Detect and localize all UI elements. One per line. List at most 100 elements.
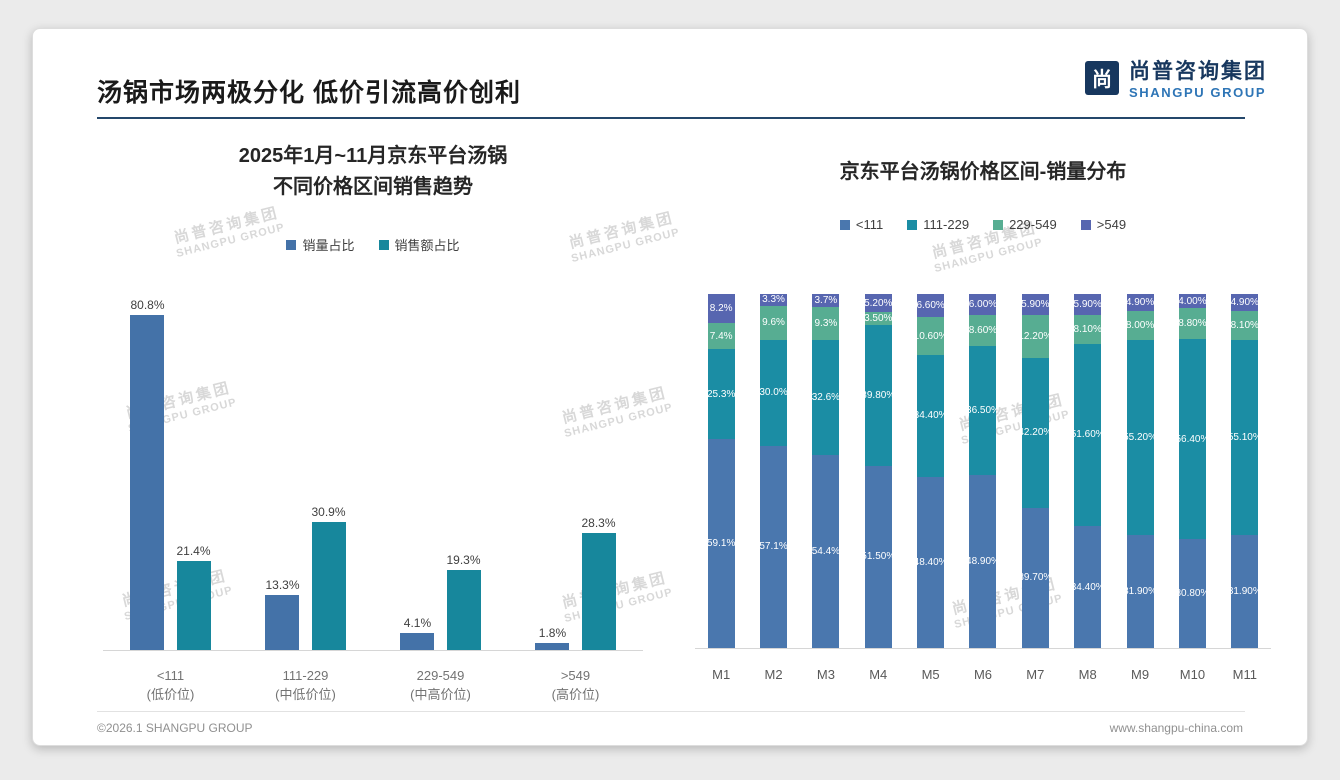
stack-segment: 3.50% (864, 312, 892, 325)
left-chart-title-line1: 2025年1月~11月京东平台汤锅 (238, 145, 508, 167)
stacked-bar: 3.7% 9.3% 32.6% 54.4% (812, 294, 840, 648)
bar-value-label: 13.3% (265, 577, 300, 592)
stacked-bar-column: 6.00%8.60%36.50%48.90% (957, 294, 1009, 648)
stack-segment: 3.3% (760, 294, 788, 306)
stack-segment: 51.50% (864, 465, 892, 648)
bar-with-label: 13.3% (265, 577, 300, 650)
stack-segment: 8.00% (1126, 311, 1154, 340)
right-chart-category-axis: M1 M2 M3 M4 M5 M6 M7 M8 M9 M10 M11 (695, 657, 1271, 682)
category-label-tier: (中低价位) (275, 686, 336, 702)
stack-segment: 57.1% (760, 445, 788, 648)
stacked-bar-column: 3.3% 9.6% 30.0% 57.1% (747, 294, 799, 648)
watermark-en: SHANGPU GROUP (933, 236, 1045, 275)
category-label: <111 (低价位) (103, 659, 238, 705)
legend-swatch (286, 239, 297, 250)
month-label: M8 (1078, 667, 1097, 682)
bar (446, 569, 481, 650)
bar-group: 80.8% 21.4% (103, 298, 238, 650)
bar (581, 532, 616, 650)
left-chart-title-line2: 不同价格区间销售趋势 (273, 176, 473, 198)
bar-with-label: 1.8% (535, 625, 570, 650)
stack-segment: 9.6% (760, 305, 788, 340)
stacked-bar-column: 6.60%10.60%34.40%48.40% (904, 294, 956, 648)
month-label: M7 (1026, 667, 1045, 682)
stacked-bar: 5.20%3.50%39.80%51.50% (864, 294, 892, 648)
stack-segment: 31.90% (1126, 535, 1154, 648)
stack-segment: 31.90% (1231, 535, 1259, 648)
logo-name-en: SHANGPU GROUP (1129, 85, 1267, 100)
stack-segment: 48.90% (969, 474, 997, 648)
stacked-bar: 6.00%8.60%36.50%48.90% (969, 294, 997, 648)
legend-item: <111 (839, 217, 883, 232)
category-label-range: 111-229 (282, 668, 329, 683)
category-label: 111-229 (中低价位) (238, 659, 373, 705)
stack-segment: 10.60% (917, 317, 945, 355)
bar-group: 4.1% 19.3% (373, 553, 508, 650)
stack-segment: 4.00% (1178, 293, 1206, 309)
stack-segment: 3.7% (812, 294, 840, 308)
stack-segment: 6.00% (969, 294, 997, 316)
bar (130, 314, 165, 650)
category-label: >549 (高价位) (508, 659, 643, 705)
legend-item: 111-229 (907, 217, 969, 232)
legend-swatch (378, 239, 389, 250)
footer-divider (97, 711, 1245, 712)
bar-group: 1.8% 28.3% (508, 516, 643, 650)
stacked-bar-column: 4.00%8.80%56.40%30.80% (1166, 293, 1218, 648)
footer-website: www.shangpu-china.com (1109, 721, 1243, 735)
right-chart-title: 京东平台汤锅价格区间-销量分布 (839, 161, 1127, 183)
legend-label: 销售额占比 (394, 238, 460, 253)
bar-value-label: 30.9% (311, 504, 346, 519)
stacked-bar-column: 5.90%12.20%42.20%39.70% (1009, 294, 1061, 648)
stack-segment: 34.40% (1074, 526, 1102, 648)
bar (535, 642, 570, 650)
month-label: M4 (869, 667, 888, 682)
bar-with-label: 21.4% (177, 544, 211, 650)
bar-value-label: 4.1% (403, 616, 432, 630)
stack-segment: 39.80% (864, 324, 892, 466)
bar-with-label: 30.9% (312, 505, 346, 650)
stacked-bar-column: 4.90%8.00%55.20%31.90% (1114, 294, 1166, 648)
stack-segment: 55.10% (1231, 340, 1259, 536)
stack-segment: 30.0% (760, 339, 788, 446)
legend-item: 销量占比 (286, 235, 355, 254)
stacked-bar: 4.90%8.10%55.10%31.90% (1231, 294, 1259, 648)
category-label-tier: (低价位) (146, 686, 195, 702)
legend-label: >549 (1096, 217, 1127, 232)
stacked-bar-column: 4.90%8.10%55.10%31.90% (1219, 294, 1271, 648)
stack-segment: 9.3% (812, 307, 840, 341)
legend-label: 229-549 (1009, 217, 1057, 232)
left-chart-legend: 销量占比 销售额占比 (93, 235, 653, 254)
stacked-bar-column: 8.2% 7.4% 25.3% 59.1% (695, 294, 747, 648)
bar-with-label: 80.8% (130, 297, 165, 650)
stacked-bar-column: 3.7% 9.3% 32.6% 54.4% (800, 294, 852, 648)
month-label: M5 (921, 667, 940, 682)
stacked-bar: 5.90%8.10%51.60%34.40% (1074, 293, 1102, 648)
legend-label: 销量占比 (302, 238, 355, 253)
title-divider (97, 117, 1245, 119)
bar-value-label: 80.8% (130, 297, 165, 312)
legend-swatch (1080, 219, 1091, 230)
stacked-bar-column: 5.90%8.10%51.60%34.40% (1062, 293, 1114, 648)
logo-icon: 尚 (1085, 60, 1119, 95)
bar-value-label: 1.8% (538, 625, 567, 640)
stacked-bar: 8.2% 7.4% 25.3% 59.1% (707, 294, 735, 648)
bar-value-label: 19.3% (446, 552, 481, 567)
stack-segment: 32.6% (812, 340, 840, 456)
logo-text: 尚普咨询集团 SHANGPU GROUP (1129, 55, 1267, 100)
stacked-bar: 6.60%10.60%34.40%48.40% (917, 294, 945, 648)
bar (176, 561, 211, 650)
stack-segment: 39.70% (1021, 507, 1049, 648)
bar-with-label: 28.3% (581, 515, 616, 650)
stack-segment: 8.2% (707, 294, 735, 324)
stack-segment: 5.90% (1074, 293, 1102, 315)
month-label: M9 (1131, 667, 1150, 682)
stack-segment: 59.1% (707, 438, 735, 648)
left-chart-category-axis: <111 (低价位) 111-229 (中低价位) 229-549 (中高价位) >549 (… (103, 659, 643, 705)
stack-segment: 55.20% (1126, 339, 1154, 536)
category-label-range: >549 (560, 668, 591, 683)
bar-value-label: 28.3% (581, 515, 616, 530)
month-label: M2 (764, 667, 783, 682)
stack-segment: 56.40% (1178, 339, 1206, 539)
